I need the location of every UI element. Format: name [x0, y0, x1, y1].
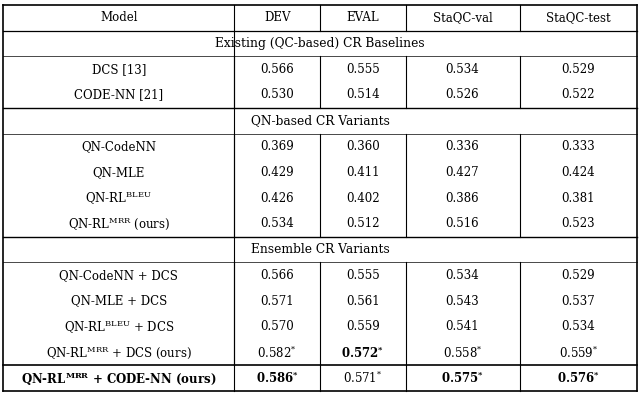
- Text: 0.424: 0.424: [561, 166, 595, 179]
- Text: 0.402: 0.402: [346, 192, 380, 204]
- Text: 0.360: 0.360: [346, 140, 380, 153]
- Text: 0.558$^{\mathregular{*}}$: 0.558$^{\mathregular{*}}$: [443, 345, 483, 360]
- Text: QN-MLE: QN-MLE: [93, 166, 145, 179]
- Text: 0.586$^{\mathregular{*}}$: 0.586$^{\mathregular{*}}$: [256, 370, 299, 386]
- Text: CODE-NN [21]: CODE-NN [21]: [74, 88, 163, 101]
- Text: Ensemble CR Variants: Ensemble CR Variants: [251, 243, 389, 256]
- Text: 0.512: 0.512: [346, 217, 380, 230]
- Text: Model: Model: [100, 11, 138, 24]
- Text: QN-RL$^{\mathregular{BLEU}}$ + DCS: QN-RL$^{\mathregular{BLEU}}$ + DCS: [63, 318, 174, 336]
- Text: 0.541: 0.541: [445, 320, 479, 333]
- Text: 0.570: 0.570: [260, 320, 294, 333]
- Text: 0.369: 0.369: [260, 140, 294, 153]
- Text: 0.530: 0.530: [260, 88, 294, 101]
- Text: 0.534: 0.534: [260, 217, 294, 230]
- Text: 0.381: 0.381: [561, 192, 595, 204]
- Text: QN-based CR Variants: QN-based CR Variants: [251, 114, 389, 127]
- Text: Existing (QC-based) CR Baselines: Existing (QC-based) CR Baselines: [215, 37, 425, 50]
- Text: QN-RL$^{\mathregular{BLEU}}$: QN-RL$^{\mathregular{BLEU}}$: [86, 189, 152, 207]
- Text: StaQC-test: StaQC-test: [546, 11, 611, 24]
- Text: 0.336: 0.336: [445, 140, 479, 153]
- Text: DEV: DEV: [264, 11, 291, 24]
- Text: 0.534: 0.534: [445, 63, 479, 76]
- Text: 0.582$^{\mathregular{*}}$: 0.582$^{\mathregular{*}}$: [257, 345, 297, 360]
- Text: QN-RL$^{\mathregular{MRR}}$ + CODE-NN (ours): QN-RL$^{\mathregular{MRR}}$ + CODE-NN (o…: [21, 370, 216, 387]
- Text: 0.537: 0.537: [561, 295, 595, 308]
- Text: 0.559$^{\mathregular{*}}$: 0.559$^{\mathregular{*}}$: [559, 345, 598, 360]
- Text: 0.427: 0.427: [445, 166, 479, 179]
- Text: QN-RL$^{\mathregular{MRR}}$ + DCS (ours): QN-RL$^{\mathregular{MRR}}$ + DCS (ours): [46, 344, 192, 361]
- Text: 0.571: 0.571: [260, 295, 294, 308]
- Text: 0.514: 0.514: [346, 88, 380, 101]
- Text: 0.561: 0.561: [346, 295, 380, 308]
- Text: 0.522: 0.522: [561, 88, 595, 101]
- Text: StaQC-val: StaQC-val: [433, 11, 492, 24]
- Text: 0.529: 0.529: [561, 269, 595, 282]
- Text: 0.411: 0.411: [346, 166, 380, 179]
- Text: 0.523: 0.523: [561, 217, 595, 230]
- Text: 0.534: 0.534: [445, 269, 479, 282]
- Text: QN-CodeNN: QN-CodeNN: [81, 140, 156, 153]
- Text: QN-RL$^{\mathregular{MRR}}$ (ours): QN-RL$^{\mathregular{MRR}}$ (ours): [68, 215, 170, 232]
- Text: EVAL: EVAL: [346, 11, 379, 24]
- Text: QN-MLE + DCS: QN-MLE + DCS: [70, 295, 167, 308]
- Text: 0.576$^{\mathregular{*}}$: 0.576$^{\mathregular{*}}$: [557, 370, 600, 386]
- Text: 0.571$^{\mathregular{*}}$: 0.571$^{\mathregular{*}}$: [343, 370, 383, 386]
- Text: 0.572$^{\mathregular{*}}$: 0.572$^{\mathregular{*}}$: [341, 345, 384, 360]
- Text: 0.429: 0.429: [260, 166, 294, 179]
- Text: 0.543: 0.543: [445, 295, 479, 308]
- Text: 0.426: 0.426: [260, 192, 294, 204]
- Text: 0.386: 0.386: [445, 192, 479, 204]
- Text: DCS [13]: DCS [13]: [92, 63, 146, 76]
- Text: 0.529: 0.529: [561, 63, 595, 76]
- Text: 0.555: 0.555: [346, 269, 380, 282]
- Text: 0.555: 0.555: [346, 63, 380, 76]
- Text: 0.333: 0.333: [561, 140, 595, 153]
- Text: 0.534: 0.534: [561, 320, 595, 333]
- Text: 0.575$^{\mathregular{*}}$: 0.575$^{\mathregular{*}}$: [441, 370, 484, 386]
- Text: QN-CodeNN + DCS: QN-CodeNN + DCS: [60, 269, 179, 282]
- Text: 0.559: 0.559: [346, 320, 380, 333]
- Text: 0.526: 0.526: [445, 88, 479, 101]
- Text: 0.566: 0.566: [260, 63, 294, 76]
- Text: 0.516: 0.516: [445, 217, 479, 230]
- Text: 0.566: 0.566: [260, 269, 294, 282]
